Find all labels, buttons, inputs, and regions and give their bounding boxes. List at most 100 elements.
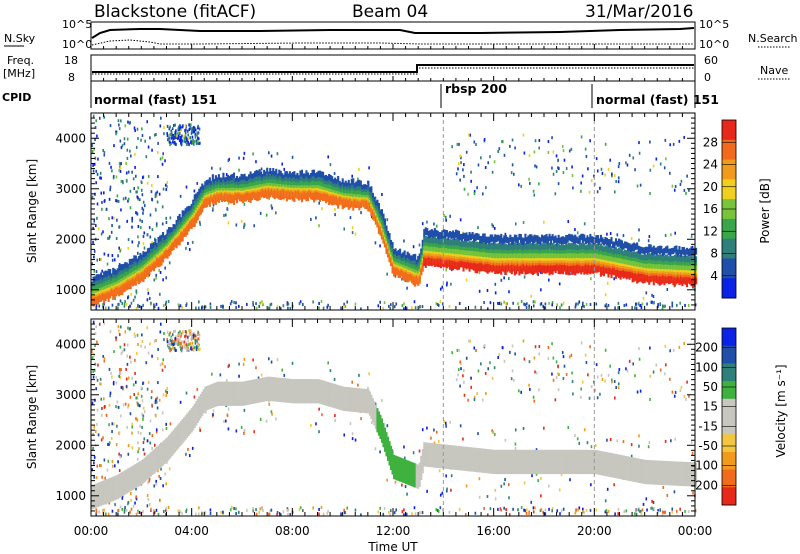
power-point (142, 242, 145, 246)
power-point (351, 226, 354, 230)
velocity-point (194, 338, 197, 342)
velocity-point (115, 336, 117, 340)
velocity-point (175, 335, 177, 339)
velocity-point (99, 377, 102, 381)
power-point (120, 208, 122, 212)
power-point (528, 306, 530, 310)
power-cell (214, 195, 217, 205)
power-cell (631, 251, 634, 261)
power-cell (557, 265, 560, 275)
power-point (158, 268, 160, 272)
power-cell (269, 167, 272, 175)
power-cell (624, 249, 627, 259)
power-cell (525, 264, 528, 275)
power-cell (294, 190, 297, 198)
velocity-point (563, 364, 566, 368)
velocity-point (382, 512, 385, 516)
power-cell (322, 182, 325, 191)
power-point (334, 213, 336, 217)
power-point (528, 177, 530, 181)
power-point (636, 184, 639, 188)
power-cell (128, 259, 131, 269)
freq-tick-low: 8 (68, 71, 75, 84)
velocity-point (465, 356, 468, 360)
power-cell (429, 257, 432, 266)
power-cell (211, 185, 214, 194)
power-cell (343, 182, 346, 190)
power-cell (101, 275, 104, 283)
power-cell (445, 238, 448, 248)
power-cell (551, 265, 554, 275)
power-cell (522, 264, 525, 272)
power-cell (436, 258, 439, 268)
power-point (389, 303, 392, 307)
power-cell (95, 285, 98, 294)
power-cell (207, 179, 210, 189)
power-cell (139, 274, 142, 283)
power-cell (314, 181, 317, 189)
power-point (117, 254, 119, 258)
power-point (180, 138, 183, 142)
power-point (470, 179, 472, 183)
cpid-segment-1: normal (fast) 151 (94, 92, 217, 107)
power-point (276, 152, 279, 156)
power-cell (625, 259, 628, 268)
power-point (259, 301, 261, 305)
power-cell (595, 243, 598, 253)
power-cell (510, 253, 513, 261)
power-point (476, 186, 478, 190)
power-cell (371, 210, 374, 220)
power-cell (187, 224, 190, 232)
power-point (118, 123, 120, 127)
velocity-point (501, 346, 504, 350)
power-point (183, 139, 186, 143)
velocity-point (607, 509, 610, 513)
power-cell (385, 231, 388, 239)
velocity-point (600, 373, 603, 377)
power-cell (513, 253, 516, 262)
power-cell (118, 265, 121, 275)
power-cell (444, 238, 447, 246)
power-cell (211, 197, 214, 204)
power-cell (287, 173, 290, 180)
power-cell (678, 246, 681, 255)
power-cell (504, 234, 507, 243)
velocity-point (268, 512, 271, 516)
power-cell (134, 261, 137, 269)
power-cell (537, 236, 541, 245)
power-cell (497, 234, 500, 242)
velocity-point (463, 393, 466, 397)
power-cell (569, 243, 572, 251)
velocity-point (172, 329, 175, 333)
power-cell (325, 193, 328, 204)
power-cell (685, 265, 689, 275)
power-cell (542, 265, 545, 273)
power-cell (193, 194, 196, 202)
velocity-point (657, 510, 659, 514)
power-cell (691, 265, 695, 273)
power-cell (161, 238, 165, 245)
velocity-point (164, 472, 166, 476)
velocity-point (135, 396, 137, 400)
power-cell (605, 237, 609, 246)
power-cell (460, 261, 464, 268)
power-cell (488, 236, 491, 245)
power-point (188, 127, 191, 131)
velocity-point (551, 342, 553, 346)
velocity-point (179, 344, 182, 348)
power-cell (652, 275, 655, 286)
power-cell (125, 282, 128, 291)
power-point (635, 302, 637, 306)
power-cell (687, 256, 690, 265)
velocity-point (562, 377, 565, 381)
power-point (484, 165, 487, 169)
velocity-point (197, 330, 199, 334)
power-point (97, 227, 100, 231)
power-cell (223, 193, 226, 202)
power-point (687, 303, 690, 307)
velocity-point (108, 501, 111, 505)
power-point (503, 300, 505, 304)
power-cell (207, 197, 210, 205)
power-cell (485, 252, 488, 260)
